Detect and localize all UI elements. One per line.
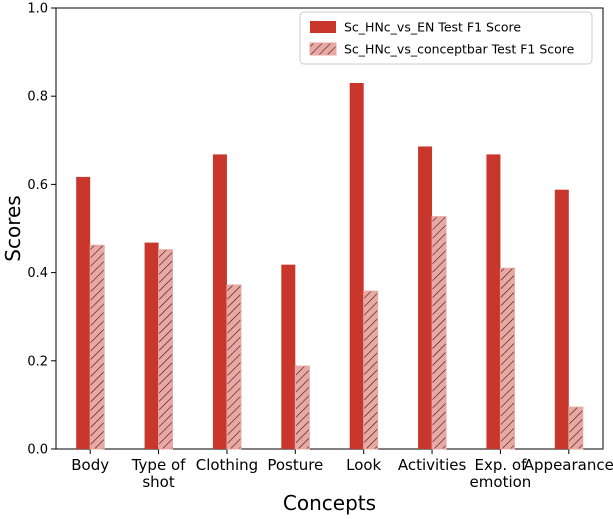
x-tick-label: Clothing [196,456,258,474]
bar-conceptbar [363,290,379,450]
bar-conceptbar [89,244,105,450]
bar-en [76,176,91,449]
bar-en [281,264,296,449]
bar-conceptbar [294,365,310,450]
x-tick-label: shot [142,473,174,491]
bar-conceptbar [226,284,242,450]
x-tick-label: Exp. of [475,456,528,474]
x-axis-title: Concepts [283,491,376,515]
legend: Sc_HNc_vs_EN Test F1 Score Sc_HNc_vs_conc… [299,11,593,65]
legend-label: Sc_HNc_vs_EN Test F1 Score [344,20,521,35]
bars [76,82,584,450]
legend-box [299,11,593,65]
bar-conceptbar [431,216,447,450]
y-axis: 0.0 0.2 0.4 0.6 0.8 1.0 [27,2,56,458]
plot-frame [55,7,604,450]
bar-en [418,146,433,449]
bar-en [144,242,159,449]
plot-area [55,7,604,450]
y-tick-label: 1.0 [27,2,48,17]
y-tick-label: 0.6 [27,178,48,193]
bar-conceptbar [568,406,584,450]
y-tick-label: 0.2 [27,354,48,369]
bar-en [486,154,501,450]
x-tick-label: Type of [131,456,186,474]
y-axis-title: Scores [1,195,25,261]
x-tick-label: Posture [267,456,323,474]
bar-conceptbar [499,267,515,450]
x-tick-label: Look [346,456,381,474]
bar-conceptbar [158,249,174,450]
legend-label: Sc_HNc_vs_conceptbar Test F1 Score [344,42,575,57]
bar-en [554,189,569,449]
y-tick-label: 0.0 [27,443,48,458]
y-tick-label: 0.8 [27,90,48,105]
x-tick-label: Activities [398,456,467,474]
legend-swatch [310,21,336,33]
x-tick-label: Appearance [524,456,613,474]
x-tick-label: Body [71,456,109,474]
x-tick-label: emotion [470,473,532,491]
bar-en [349,82,364,449]
bar-en [212,154,227,450]
legend-swatch [309,42,337,56]
y-tick-label: 0.4 [27,266,48,281]
